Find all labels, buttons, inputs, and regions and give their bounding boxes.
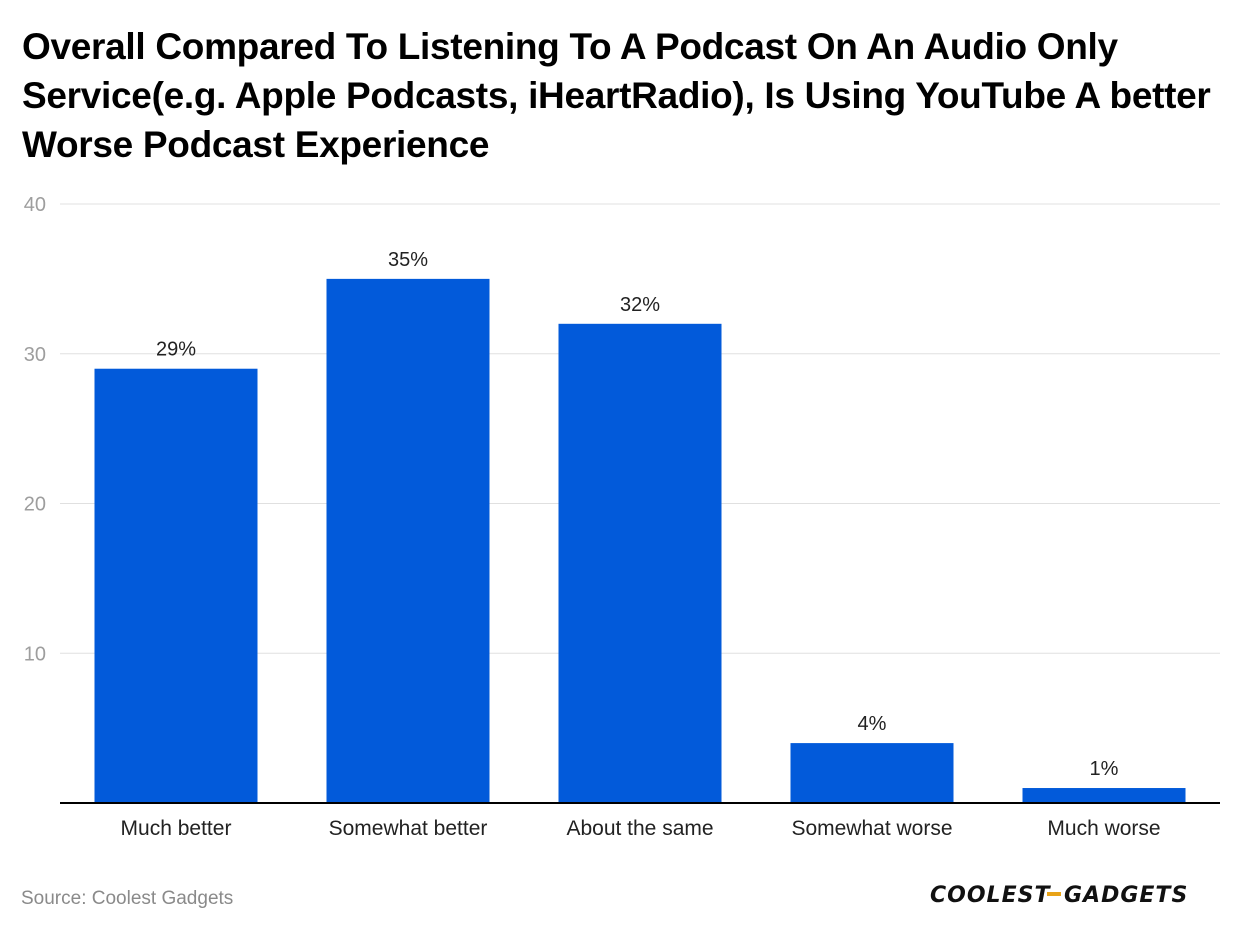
source-note: Source: Coolest Gadgets [21, 888, 234, 909]
data-label: 4% [858, 713, 887, 735]
bars [94, 278, 1186, 803]
data-label: 32% [620, 294, 660, 316]
y-axis-tick-labels: 10 20 30 40 [24, 194, 46, 665]
y-tick-label: 30 [24, 344, 46, 366]
logo-right-text: GADGETS [1064, 883, 1188, 908]
x-axis-category-labels: Much better Somewhat better About the same… [121, 817, 1161, 840]
logo-left-text: COOLEST [930, 883, 1051, 908]
coolest-gadgets-logo: COOLEST GADGETS [930, 883, 1188, 908]
data-labels: 29% 35% 32% 4% 1% [156, 249, 1119, 780]
x-category-label: Much better [121, 817, 232, 840]
x-category-label: Somewhat better [329, 817, 488, 840]
data-label: 29% [156, 339, 196, 361]
bar [790, 743, 954, 803]
y-tick-label: 10 [24, 643, 46, 665]
x-category-label: Much worse [1047, 817, 1160, 840]
y-tick-label: 20 [24, 494, 46, 516]
y-tick-label: 40 [24, 194, 46, 216]
data-label: 1% [1090, 758, 1119, 780]
bar [326, 278, 490, 803]
x-category-label: About the same [566, 817, 713, 840]
x-category-label: Somewhat worse [791, 817, 952, 840]
bar [94, 368, 258, 803]
bar [558, 323, 722, 803]
bar [1022, 788, 1186, 803]
data-label: 35% [388, 249, 428, 271]
chart-title: Overall Compared To Listening To A Podca… [22, 26, 1211, 165]
logo-dash [1047, 892, 1061, 896]
